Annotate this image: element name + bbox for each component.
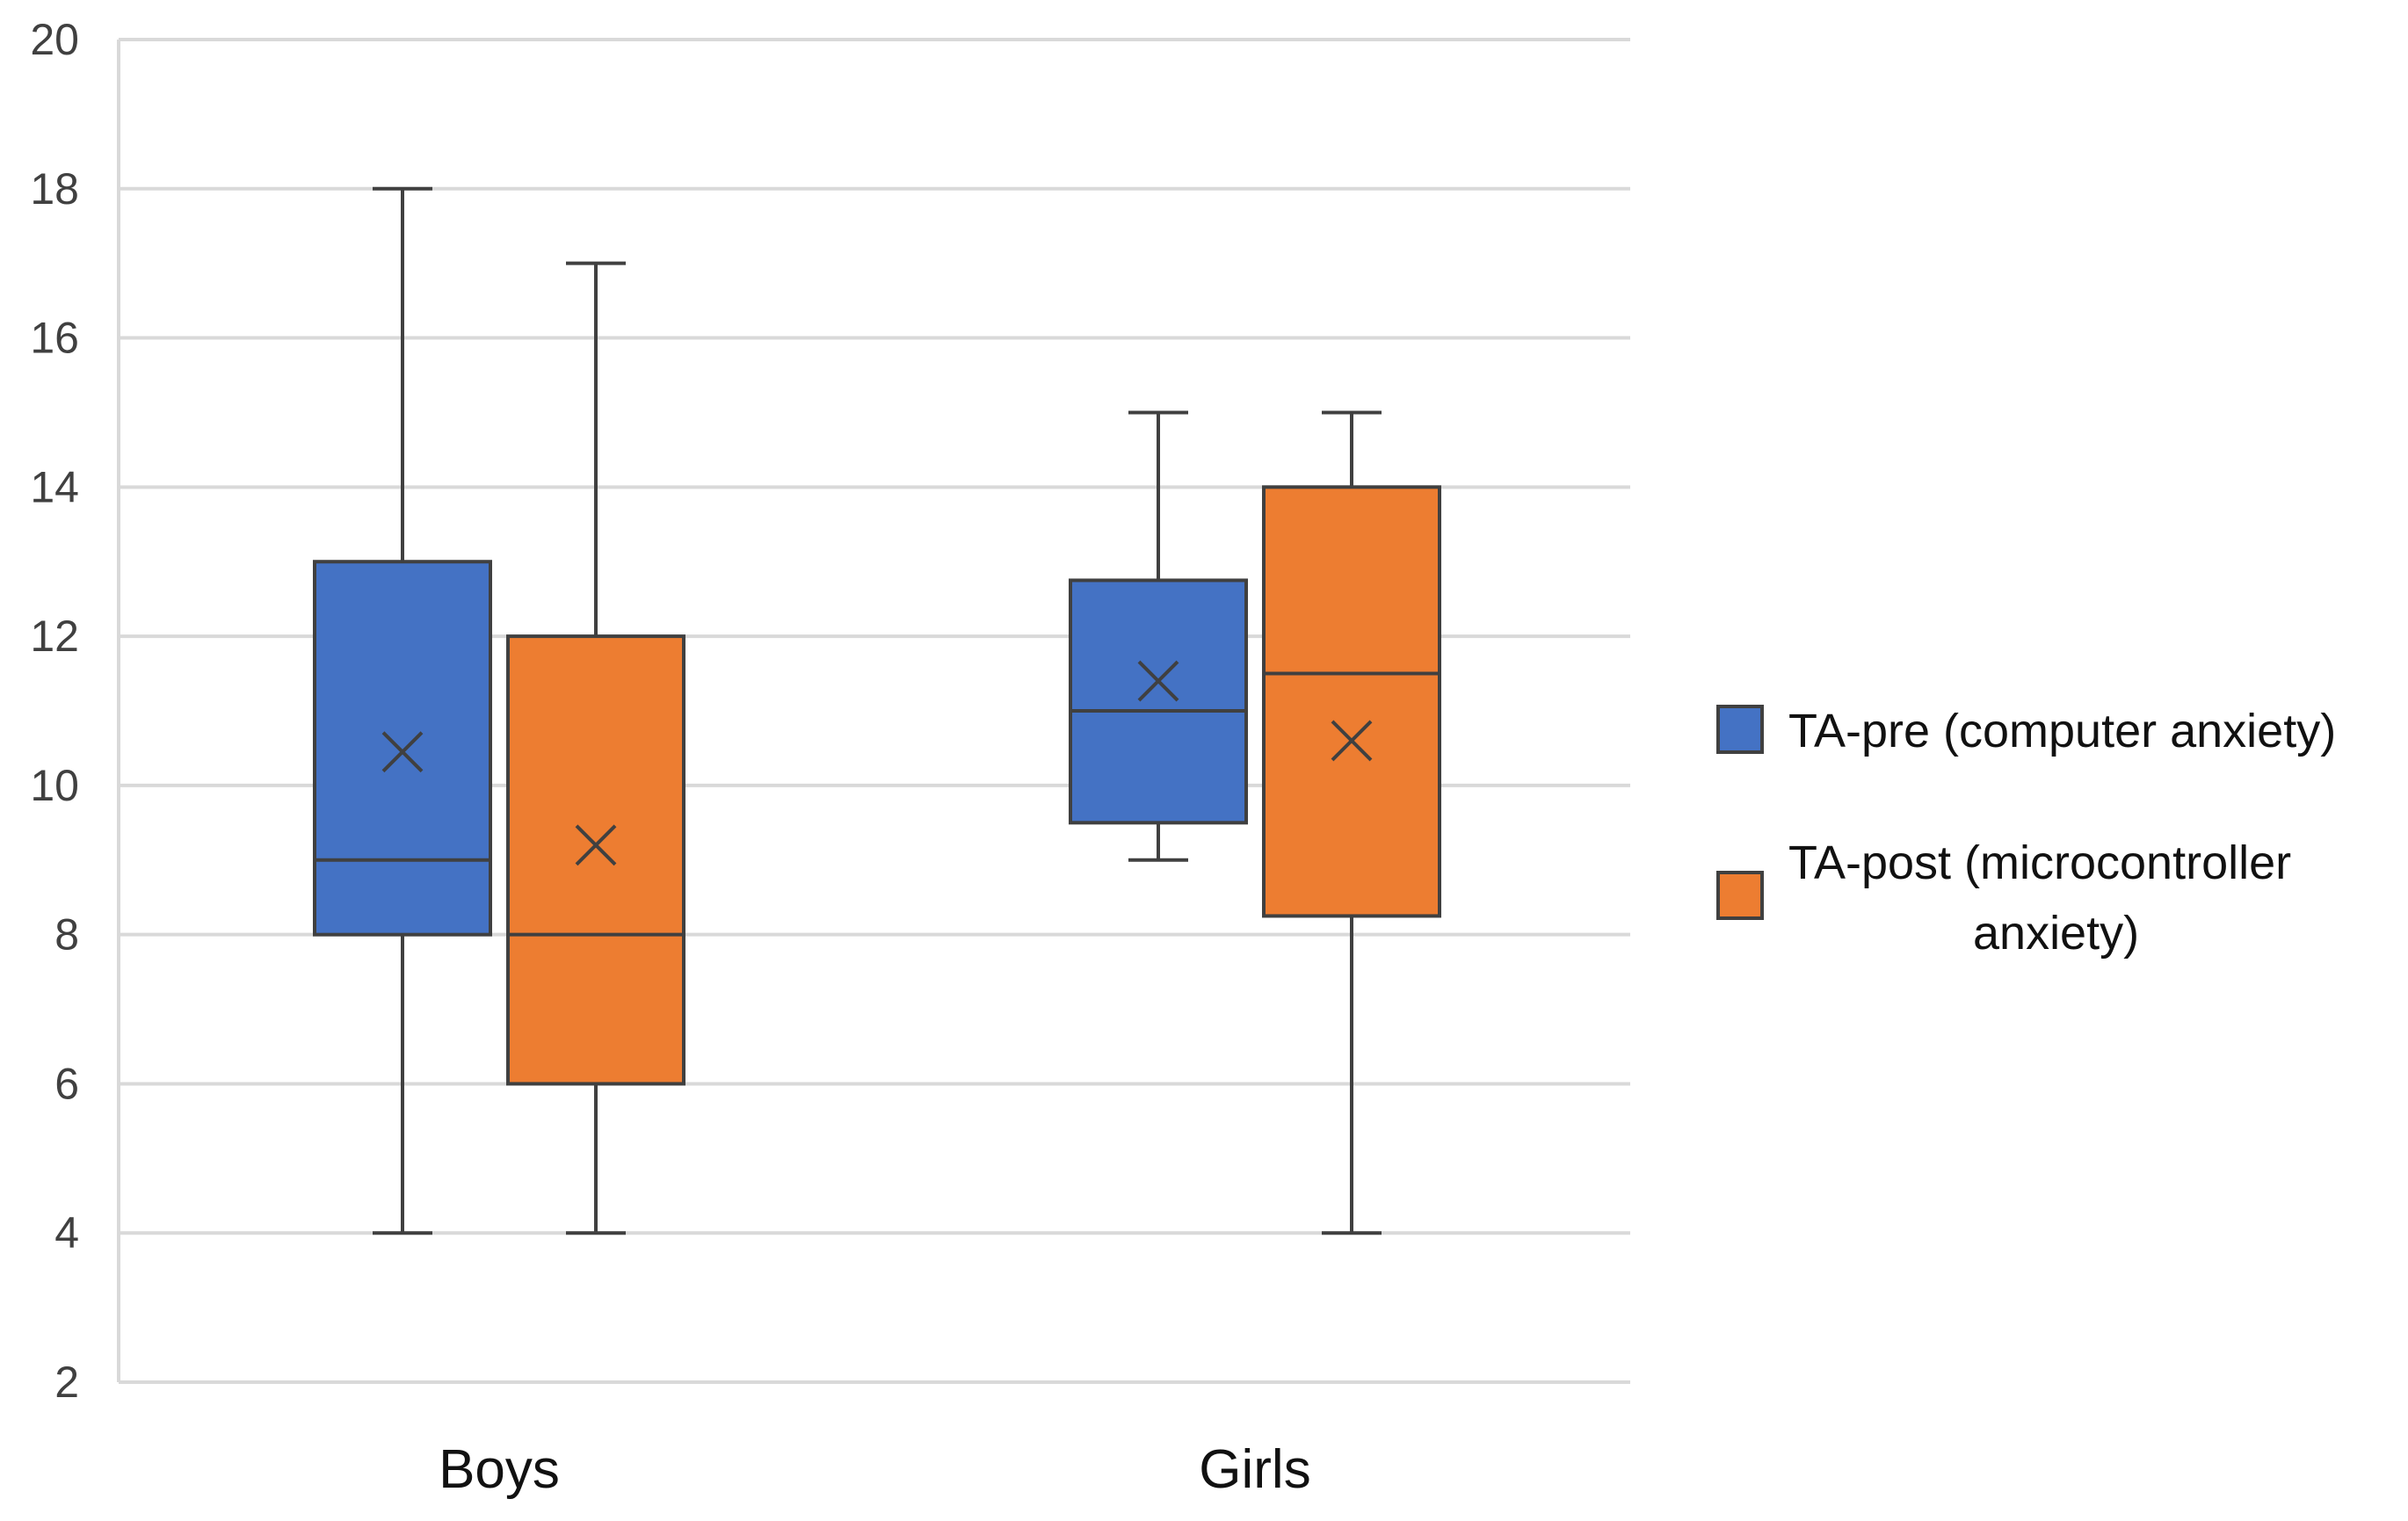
y-tick-label-12: 12: [30, 612, 79, 661]
box-girls-post: [1262, 410, 1441, 1235]
y-tick-label-14: 14: [30, 462, 79, 511]
y-tick-label-10: 10: [30, 761, 79, 810]
legend-swatch-pre: [1716, 705, 1764, 754]
legend: TA-pre (computer anxiety) TA-post (micro…: [1716, 705, 2336, 960]
y-tick-label-4: 4: [54, 1208, 79, 1257]
legend-label-post-line1: TA-post (microcontroller: [1788, 837, 2291, 889]
mean-marker-b-girls-post: [1331, 720, 1373, 762]
y-axis-tick-labels: 2 4 6 8 10 12 14 16 18 20: [30, 15, 79, 1407]
legend-swatch-post: [1716, 871, 1764, 920]
legend-label-pre: TA-pre (computer anxiety): [1788, 705, 2336, 757]
x-axis-category-labels: Boys Girls: [439, 1439, 1311, 1500]
category-label-girls: Girls: [1199, 1439, 1310, 1500]
y-tick-label-18: 18: [30, 164, 79, 214]
iqr-box-boys-pre: [313, 560, 492, 937]
category-label-boys: Boys: [439, 1439, 560, 1500]
box-girls-pre: [1069, 410, 1248, 862]
iqr-box-girls-post: [1262, 485, 1441, 918]
mean-marker-b-boys-pre: [381, 731, 424, 773]
box-series: [313, 186, 1441, 1235]
y-tick-label-16: 16: [30, 314, 79, 363]
iqr-box-boys-post: [506, 634, 685, 1086]
legend-label-post-line2: anxiety): [1973, 907, 2139, 960]
box-boys-pre: [313, 186, 492, 1235]
y-tick-label-20: 20: [30, 15, 79, 64]
box-boys-post: [506, 261, 685, 1235]
y-tick-label-8: 8: [54, 910, 79, 960]
y-tick-label-6: 6: [54, 1059, 79, 1108]
mean-marker-b-boys-post: [575, 824, 617, 866]
iqr-box-girls-pre: [1069, 578, 1248, 825]
mean-marker-b-girls-pre: [1137, 660, 1179, 702]
y-tick-label-2: 2: [54, 1358, 79, 1407]
